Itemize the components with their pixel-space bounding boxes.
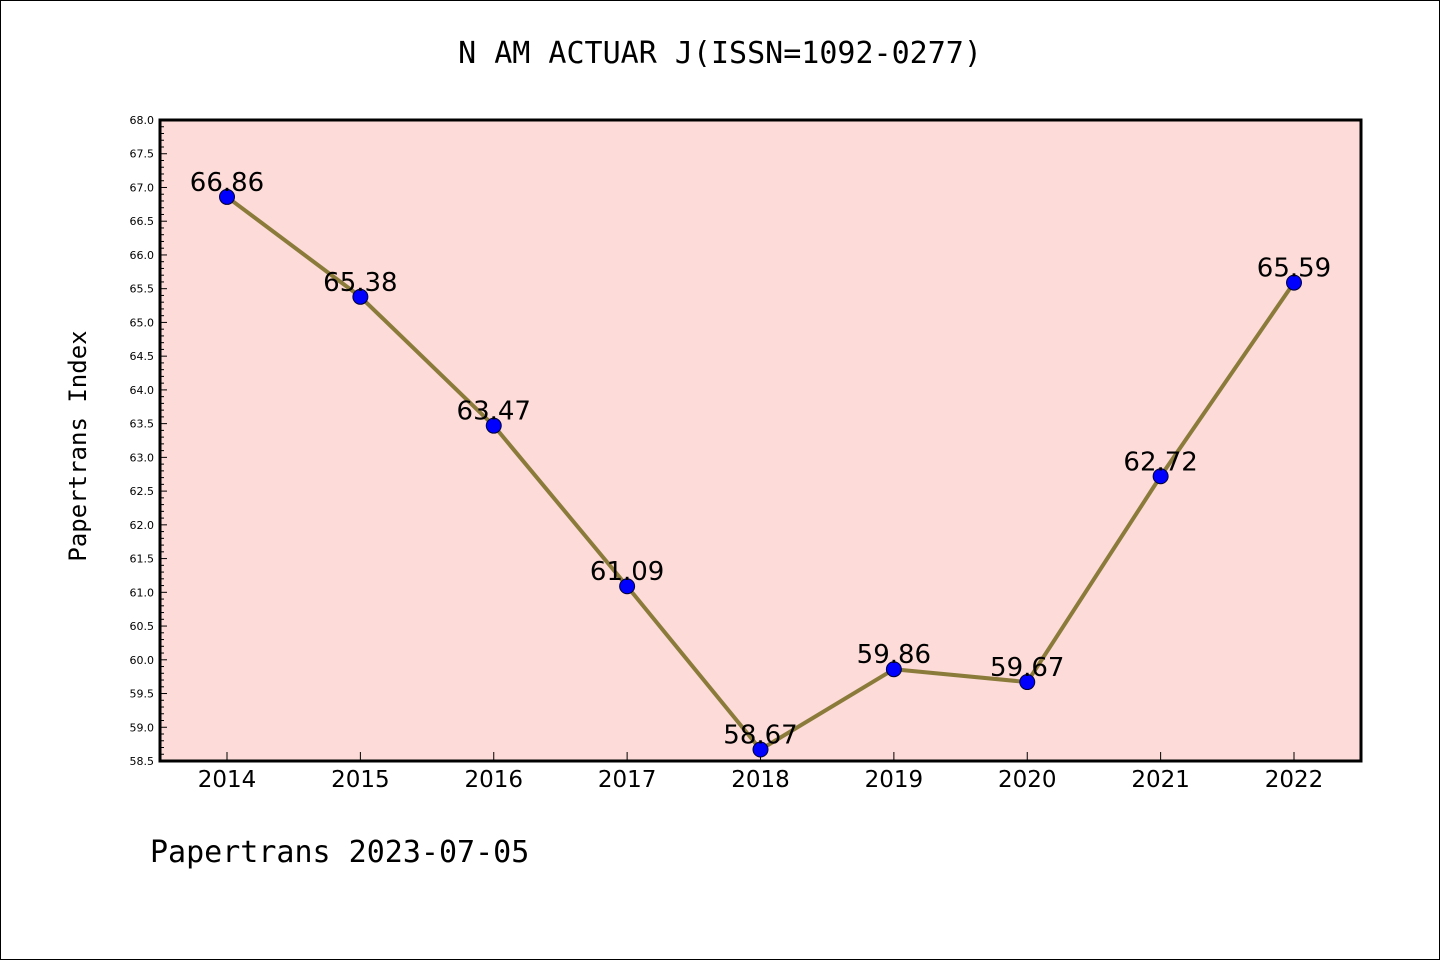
data-point [1152,468,1169,485]
x-tick-label: 2017 [598,767,657,793]
data-label: 62.72 [1123,447,1197,477]
x-tick-label: 2020 [998,767,1057,793]
chart-title: N AM ACTUAR J(ISSN=1092-0277) [458,36,982,71]
x-tick-label: 2022 [1265,767,1324,793]
y-tick-label: 65.0 [130,316,155,329]
data-point [619,578,636,595]
y-tick-label: 62.5 [130,485,155,498]
x-tick-label: 2015 [331,767,390,793]
y-tick-label: 67.5 [130,148,155,161]
footer-text: Papertrans 2023-07-05 [150,835,530,870]
plot-border [158,118,1363,763]
plot-area [160,120,1361,761]
data-label: 61.09 [590,557,664,587]
y-tick-label: 63.5 [130,418,155,431]
data-label: 58.67 [723,721,797,751]
y-tick-label: 64.5 [130,350,155,363]
y-tick-label: 67.0 [130,181,155,194]
y-tick-label: 60.5 [130,620,155,633]
data-point [352,288,369,305]
y-tick-label: 64.0 [130,384,155,397]
data-point [1019,674,1036,691]
data-point [752,741,769,758]
data-point [485,417,502,434]
y-tick-label: 61.5 [130,553,155,566]
data-label: 65.59 [1257,254,1331,284]
y-tick-label: 63.0 [130,451,155,464]
x-tick-label: 2018 [731,767,790,793]
x-tick-label: 2019 [865,767,924,793]
y-tick-label: 58.5 [130,755,155,768]
y-tick-label: 61.0 [130,586,155,599]
data-point [219,188,235,205]
x-tick-label: 2021 [1131,767,1190,793]
y-tick-label: 66.5 [130,215,155,228]
y-tick-label: 68.0 [130,114,155,127]
y-tick-label: 60.0 [130,654,155,667]
data-point [885,661,902,678]
y-tick-label: 66.0 [130,249,155,262]
data-label: 63.47 [457,397,531,427]
y-tick-label: 62.0 [130,519,155,532]
data-label: 66.86 [190,168,264,198]
data-label: 59.86 [857,640,931,670]
data-point [1286,274,1302,291]
x-tick-label: 2014 [198,767,257,793]
x-tick-label: 2016 [464,767,523,793]
y-tick-label: 59.5 [130,688,155,701]
y-tick-label: 59.0 [130,721,155,734]
data-label: 65.38 [323,268,397,298]
series-layer: 66.86 65.38 63.47 61.09 58.67 59.86 59.67 62.72… [190,168,1331,758]
data-label: 59.67 [990,653,1064,683]
y-tick-label: 65.5 [130,283,155,296]
x-axis: 2014 2015 2016 2017 2018 2019 2020 2021 2022 [198,752,1324,793]
